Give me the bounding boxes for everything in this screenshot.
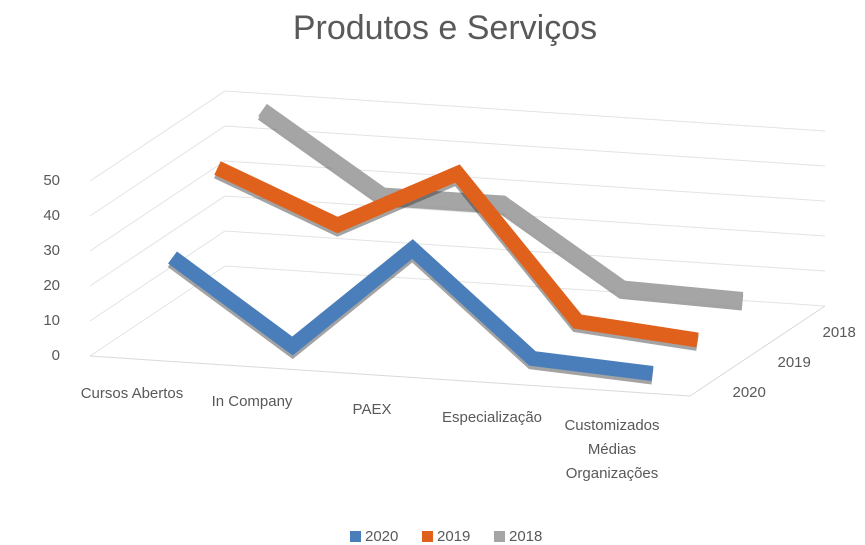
depth-label: 2020: [733, 384, 766, 401]
legend-swatch: [350, 531, 361, 542]
ribbon: [214, 161, 699, 348]
y-tick-label: 30: [43, 242, 60, 259]
ribbon: [258, 103, 744, 307]
chart-title: Produtos e Serviços: [293, 9, 597, 47]
legend-swatch: [494, 531, 505, 542]
x-tick-label-line: Médias: [588, 441, 636, 458]
y-tick-label: 40: [43, 207, 60, 224]
depth-label: 2018: [823, 324, 856, 341]
floor-edge: [89, 355, 691, 397]
x-tick-label-line: Customizados: [564, 417, 659, 434]
grid-line: [89, 125, 826, 217]
legend-label: 2020: [365, 528, 398, 545]
x-tick-label: PAEX: [353, 401, 392, 418]
ribbon: [168, 239, 654, 381]
x-tick-label: In Company: [212, 393, 293, 410]
grid-line: [89, 90, 826, 182]
depth-label: 2019: [778, 354, 811, 371]
grid-line: [89, 195, 826, 287]
y-tick-label: 50: [43, 172, 60, 189]
x-tick-label-line: Organizações: [566, 465, 659, 482]
x-tick-label: Customizados Médias Organizações: [564, 417, 659, 482]
x-tick-label: Cursos Abertos: [81, 385, 184, 402]
grid-line: [89, 230, 826, 322]
y-tick-label: 0: [52, 347, 60, 364]
legend-label: 2018: [509, 528, 542, 545]
y-tick-label: 10: [43, 312, 60, 329]
grid-line: [89, 160, 826, 252]
y-tick-label: 20: [43, 277, 60, 294]
floor-edge: [689, 305, 826, 397]
x-tick-label: Especialização: [442, 409, 542, 426]
legend-label: 2019: [437, 528, 470, 545]
legend-swatch: [422, 531, 433, 542]
